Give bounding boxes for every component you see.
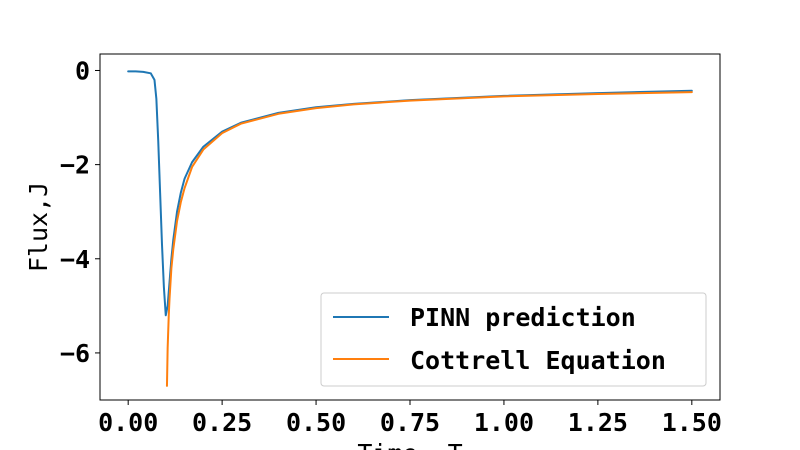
- legend: PINN prediction Cottrell Equation: [320, 292, 707, 387]
- y-tick-label: −4: [60, 245, 90, 274]
- x-axis-ticks: 0.00 0.25 0.50 0.75 1.00 1.25 1.50: [98, 400, 722, 437]
- x-tick-label: 0.00: [98, 408, 158, 437]
- legend-label-pinn: PINN prediction: [410, 303, 636, 332]
- x-tick-label: 1.50: [662, 408, 722, 437]
- series-line-cottrell-equation: [165, 91, 693, 387]
- legend-box: [320, 292, 707, 387]
- x-axis-label: Time, T: [357, 439, 462, 450]
- x-tick-label: 0.50: [286, 408, 346, 437]
- legend-label-cottrell: Cottrell Equation: [410, 346, 666, 375]
- y-tick-label: −6: [60, 339, 90, 368]
- x-tick-label: 0.25: [192, 408, 252, 437]
- y-tick-label: 0: [75, 56, 90, 85]
- y-axis-label: Flux,J: [24, 182, 53, 272]
- y-axis-ticks: 0 −2 −4 −6: [60, 56, 100, 368]
- x-tick-label: 1.25: [568, 408, 628, 437]
- series-layer: [127, 70, 693, 387]
- x-tick-label: 1.00: [474, 408, 534, 437]
- y-tick-label: −2: [60, 151, 90, 180]
- x-tick-label: 0.75: [380, 408, 440, 437]
